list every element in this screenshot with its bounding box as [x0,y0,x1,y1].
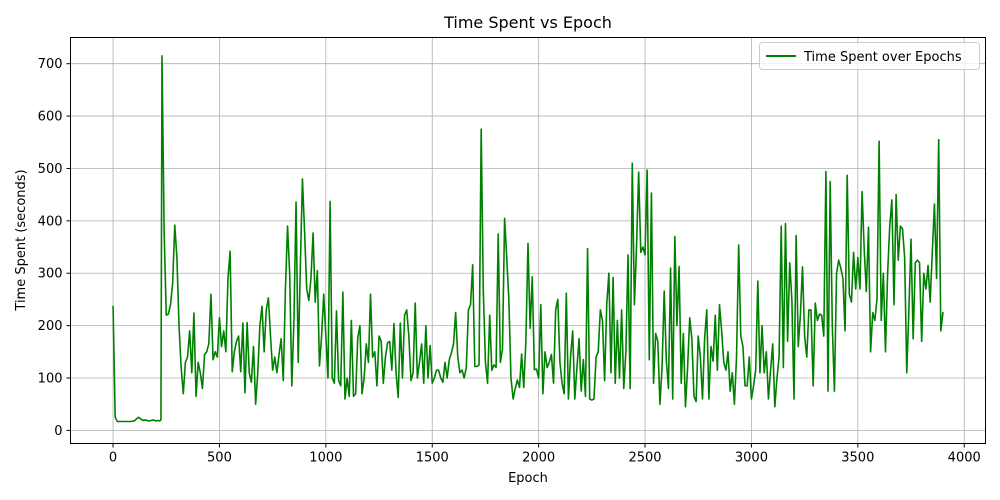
y-tick-label: 300 [38,267,63,282]
y-tick-label: 400 [38,214,63,229]
y-tick-label: 600 [38,110,63,125]
series-layer [112,55,944,423]
y-tick-label: 100 [38,372,63,387]
y-tick-label: 200 [38,319,63,334]
x-tick-label: 3000 [735,451,768,466]
x-tick-label: 0 [109,451,117,466]
y-axis-title: Time Spent (seconds) [14,169,29,311]
chart-title: Time Spent vs Epoch [443,13,612,32]
x-tick-label: 2500 [628,451,661,466]
x-tick-label: 1500 [416,451,449,466]
x-axis-title: Epoch [508,471,548,486]
x-tick-label: 3500 [841,451,874,466]
series-line-time-spent [112,55,944,423]
y-tick-label: 0 [54,424,62,439]
x-tick-label: 500 [207,451,232,466]
x-tick-label: 2000 [522,451,555,466]
legend-label: Time Spent over Epochs [803,50,962,65]
plot-area [70,37,986,444]
x-tick-label: 4000 [948,451,981,466]
y-tick-label: 700 [38,57,63,72]
x-tick-label: 1000 [309,451,342,466]
legend-box [759,42,980,70]
legend: Time Spent over Epochs [759,42,980,70]
y-tick-label: 500 [38,162,63,177]
plot-frame [70,37,986,444]
tick-layer: 0 500 1000 1500 2000 2500 3000 3500 4000 0 100 200 3… [38,57,981,465]
